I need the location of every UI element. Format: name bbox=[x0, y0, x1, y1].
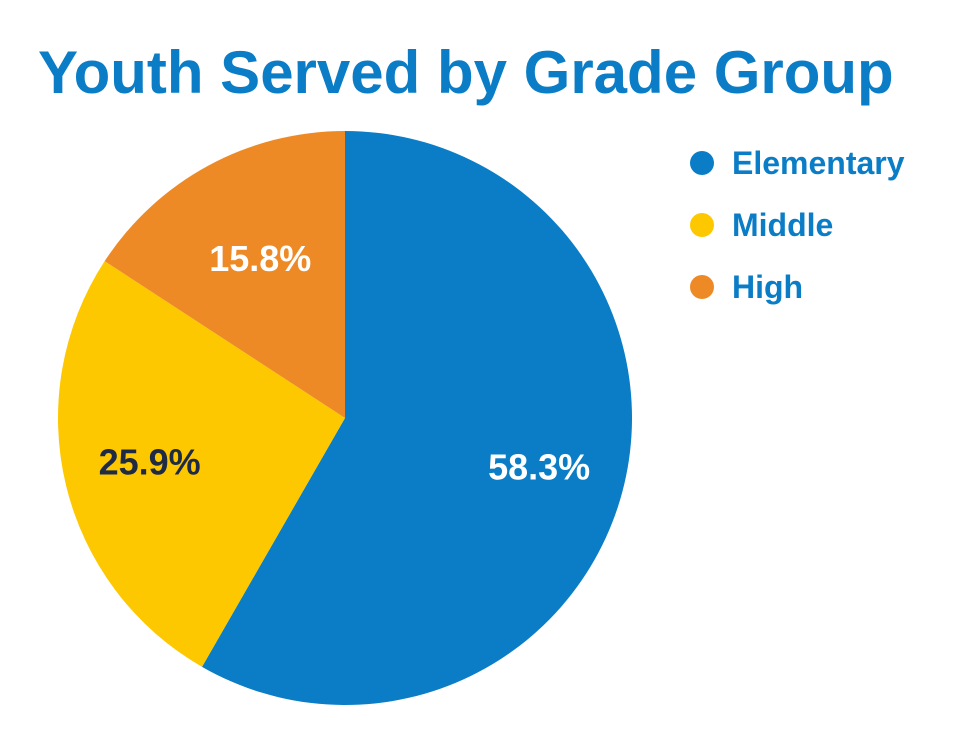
legend-swatch-elementary bbox=[690, 151, 714, 175]
data-label-high: 15.8% bbox=[209, 238, 311, 279]
legend-item-high: High bbox=[690, 256, 905, 318]
legend-item-middle: Middle bbox=[690, 194, 905, 256]
data-label-elementary: 58.3% bbox=[488, 446, 590, 487]
legend: Elementary Middle High bbox=[690, 132, 905, 318]
legend-swatch-high bbox=[690, 275, 714, 299]
legend-label-high: High bbox=[732, 268, 804, 305]
pie-slice-elementary bbox=[202, 131, 632, 705]
data-label-middle: 25.9% bbox=[99, 441, 201, 482]
chart-title: Youth Served by Grade Group bbox=[38, 39, 894, 106]
legend-item-elementary: Elementary bbox=[690, 132, 905, 194]
pie-slice-high bbox=[104, 131, 345, 418]
legend-label-middle: Middle bbox=[732, 206, 834, 243]
legend-label-elementary: Elementary bbox=[732, 144, 905, 181]
legend-swatch-middle bbox=[690, 213, 714, 237]
pie-slice-middle bbox=[57, 261, 346, 667]
